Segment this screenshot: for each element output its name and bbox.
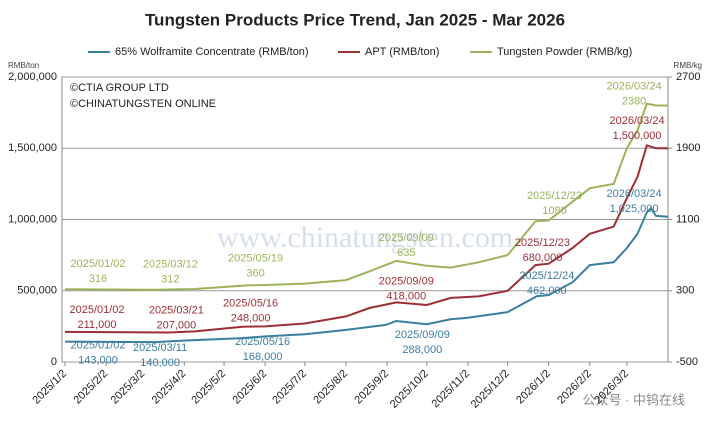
annotation-value: 316 <box>89 273 107 285</box>
annotation-date: 2025/09/09 <box>379 275 434 287</box>
annotation-date: 2025/05/16 <box>235 336 290 348</box>
chart-title: Tungsten Products Price Trend, Jan 2025 … <box>145 10 565 29</box>
y-tick-label: 1,500,000 <box>8 142 57 154</box>
annotation-date: 2026/03/24 <box>607 188 662 200</box>
annotation-date: 2025/09/09 <box>379 232 434 244</box>
annotation-value: 635 <box>397 247 415 259</box>
watermark: www.chinatungsten.com <box>217 221 513 254</box>
annotation-date: 2025/09/09 <box>395 329 450 341</box>
annotation-value: 248,000 <box>231 313 271 325</box>
y2-axis-label: RMB/kg <box>674 61 702 70</box>
series-line <box>64 102 668 291</box>
annotation-value: 140,000 <box>140 357 180 369</box>
annotation-value: 2380 <box>622 95 646 107</box>
y-tick-label: 2,000,000 <box>8 71 57 83</box>
annotation-value: 680,000 <box>523 252 563 264</box>
annotation-date: 2025/03/21 <box>149 304 204 316</box>
annotation-date: 2025/03/12 <box>143 259 198 271</box>
y-tick-label: 500,000 <box>17 285 57 297</box>
watermark: 公众号 · 中钨在线 <box>582 392 685 407</box>
annotation-date: 2025/01/02 <box>70 258 125 270</box>
annotation-date: 2025/05/19 <box>228 252 283 264</box>
annotation-date: 2025/05/16 <box>223 298 278 310</box>
annotation-date: 2025/12/24 <box>519 270 574 282</box>
copyright: ©CTIA GROUP LTD <box>70 82 169 94</box>
annotation-value: 462,000 <box>527 285 567 297</box>
annotation-value: 1,500,000 <box>613 130 662 142</box>
series-line <box>64 206 669 344</box>
annotation-date: 2025/03/11 <box>133 342 187 354</box>
annotation-date: 2025/12/23 <box>515 237 570 249</box>
y2-tick-label: -500 <box>676 356 698 368</box>
y2-tick-label: 300 <box>676 285 694 297</box>
annotation-date: 2025/12/23 <box>527 190 582 202</box>
annotation-value: 1080 <box>542 205 566 217</box>
annotation-date: 2026/03/24 <box>610 115 665 127</box>
annotation-value: 168,000 <box>243 351 283 363</box>
legend-label: Tungsten Powder (RMB/kg) <box>497 46 632 58</box>
annotation-value: 211,000 <box>78 319 117 331</box>
y-tick-label: 0 <box>51 356 57 368</box>
y2-tick-label: 1100 <box>676 213 700 225</box>
annotation-date: 2025/01/02 <box>69 304 124 316</box>
annotation-date: 2026/03/24 <box>607 80 662 92</box>
annotation-value: 143,000 <box>78 355 118 367</box>
annotation-value: 207,000 <box>156 319 196 331</box>
series-line <box>64 144 668 334</box>
legend-label: 65% Wolframite Concentrate (RMB/ton) <box>115 46 309 58</box>
annotation-value: 418,000 <box>386 290 426 302</box>
annotation-value: 1,025,000 <box>610 203 659 215</box>
copyright: ©CHINATUNGSTEN ONLINE <box>70 98 216 110</box>
y-tick-label: 1,000,000 <box>8 213 57 225</box>
legend-label: APT (RMB/ton) <box>365 46 439 58</box>
annotation-date: 2025/01/02 <box>70 340 125 352</box>
annotation-value: 312 <box>161 274 179 286</box>
y-axis-label: RMB/ton <box>8 61 39 70</box>
y2-tick-label: 2700 <box>676 71 700 83</box>
y2-tick-label: 1900 <box>676 142 700 154</box>
annotation-value: 288,000 <box>402 344 442 356</box>
annotation-value: 360 <box>246 267 264 279</box>
